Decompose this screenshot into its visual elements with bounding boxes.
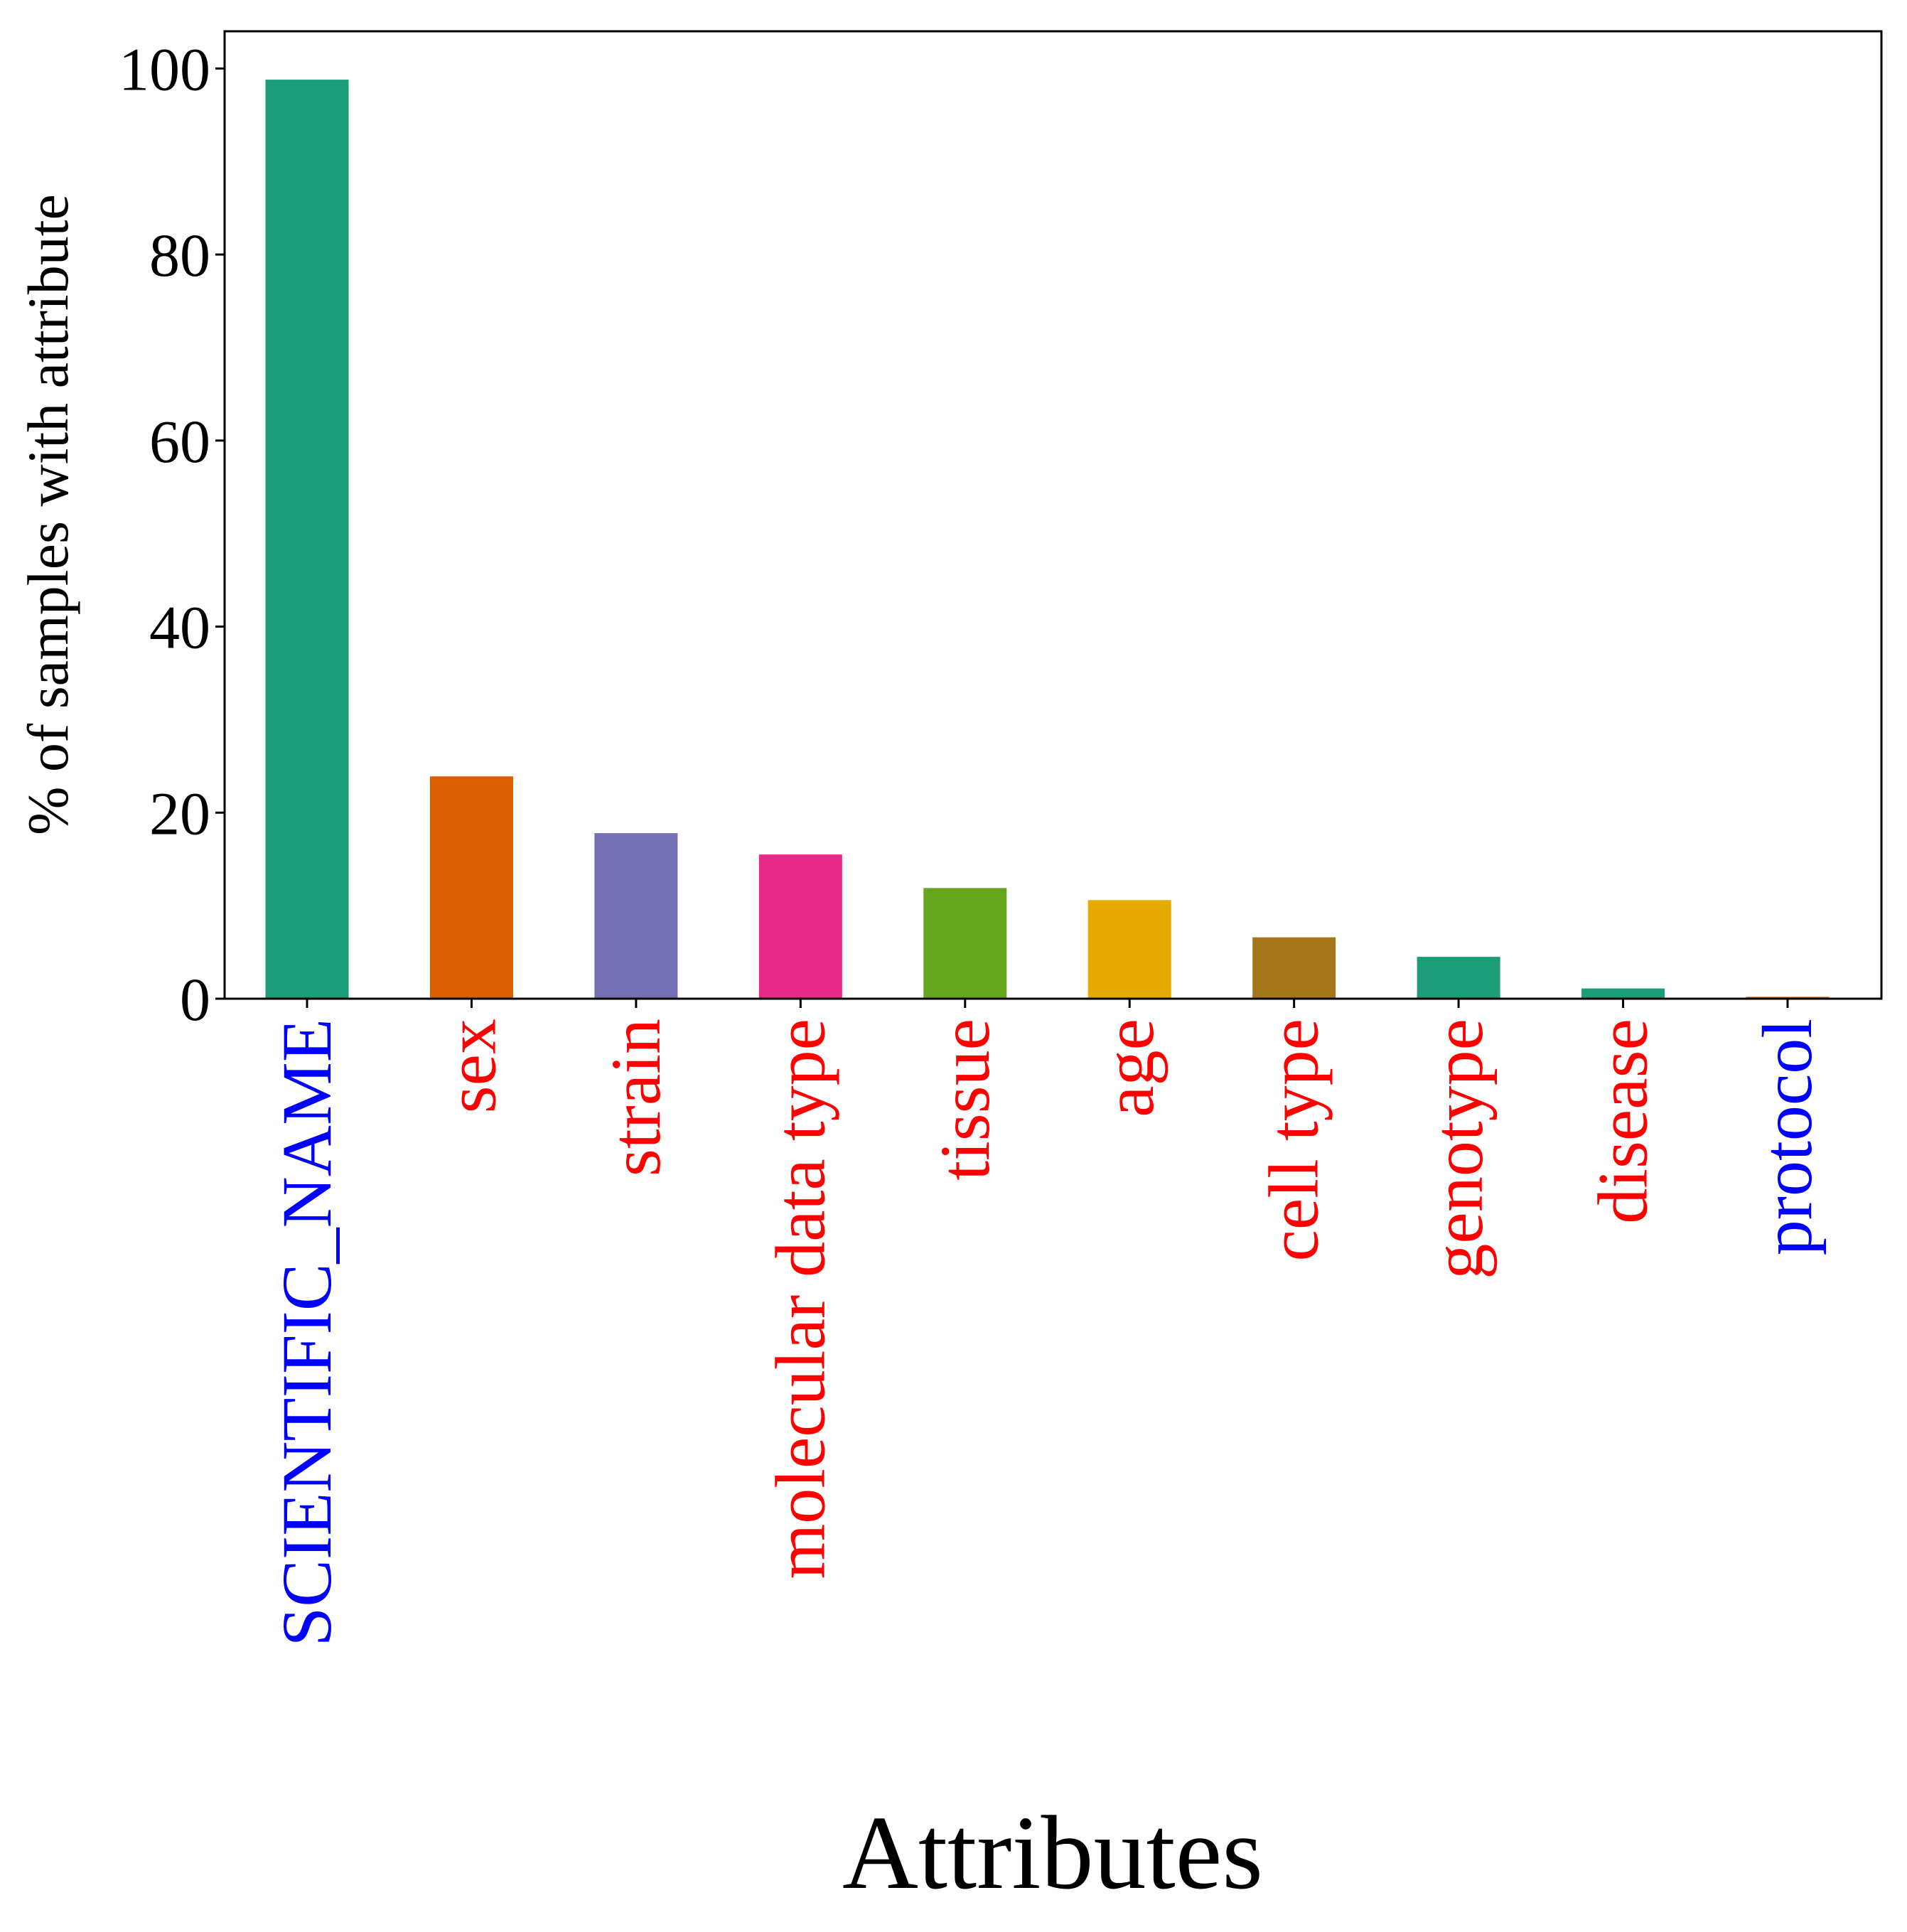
x-ticks: SCIENTIFIC_NAME sex strain molecular data t… bbox=[267, 999, 1827, 1646]
y-tick-label: 40 bbox=[149, 594, 210, 662]
bars-layer bbox=[265, 80, 1830, 999]
y-tick-label: 80 bbox=[149, 221, 210, 289]
x-tick-label: genotype bbox=[1419, 1019, 1498, 1279]
bar-scientific-name bbox=[265, 80, 349, 999]
x-tick-label: strain bbox=[596, 1019, 675, 1176]
plot-frame bbox=[223, 30, 1883, 1000]
x-axis-title: Attributes bbox=[842, 1795, 1263, 1911]
y-ticks: 0 20 40 60 80 100 bbox=[119, 35, 225, 1034]
bar-genotype bbox=[1417, 957, 1500, 999]
x-tick-label: protocol bbox=[1748, 1019, 1827, 1255]
bar-strain bbox=[594, 833, 678, 999]
bar-cell-type bbox=[1252, 937, 1336, 999]
bar-sex bbox=[429, 776, 513, 999]
y-tick-label: 100 bbox=[119, 35, 210, 103]
bar-disease bbox=[1581, 988, 1665, 999]
y-axis-title: % of samples with attribute bbox=[16, 194, 80, 835]
y-tick-label: 0 bbox=[180, 965, 210, 1034]
x-tick-label: sex bbox=[431, 1019, 510, 1113]
bar-molecular-data-type bbox=[758, 854, 842, 999]
x-tick-label: age bbox=[1090, 1019, 1169, 1117]
bar-age bbox=[1087, 900, 1171, 999]
x-tick-label: molecular data type bbox=[761, 1019, 839, 1579]
y-tick-label: 60 bbox=[149, 407, 210, 476]
x-tick-label: tissue bbox=[925, 1019, 1004, 1181]
y-tick-label: 20 bbox=[149, 779, 210, 847]
x-tick-label: cell type bbox=[1255, 1019, 1333, 1262]
x-tick-label: SCIENTIFIC_NAME bbox=[267, 1019, 346, 1646]
x-tick-label: disease bbox=[1584, 1019, 1662, 1224]
bar-tissue bbox=[923, 888, 1007, 999]
